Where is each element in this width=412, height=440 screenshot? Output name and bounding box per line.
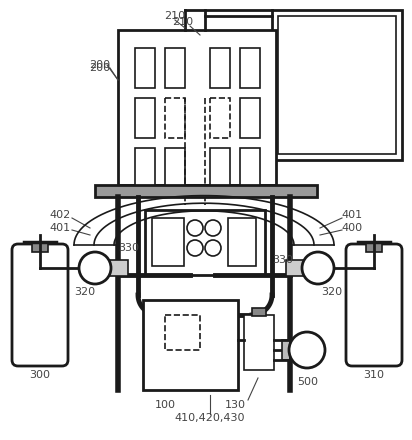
Text: 200: 200: [89, 63, 110, 73]
Text: 210: 210: [164, 11, 185, 21]
Text: 310: 310: [363, 370, 384, 380]
Bar: [286, 260, 306, 276]
Circle shape: [187, 220, 203, 236]
Bar: [210, 98, 230, 138]
Text: 320: 320: [321, 287, 342, 297]
Circle shape: [302, 252, 334, 284]
Bar: [135, 48, 155, 88]
Circle shape: [187, 240, 203, 256]
Bar: [108, 260, 128, 276]
Text: 210: 210: [173, 17, 194, 27]
Bar: [135, 148, 155, 188]
Bar: [143, 300, 238, 390]
Bar: [272, 10, 402, 160]
Circle shape: [205, 220, 221, 236]
Text: 402: 402: [49, 210, 70, 220]
Bar: [228, 218, 256, 266]
Bar: [252, 308, 266, 316]
FancyBboxPatch shape: [346, 244, 402, 366]
Bar: [135, 98, 155, 138]
FancyBboxPatch shape: [12, 244, 68, 366]
Bar: [210, 48, 230, 88]
Text: 320: 320: [75, 287, 96, 297]
Text: 410,420,430: 410,420,430: [175, 413, 245, 423]
Bar: [210, 148, 230, 188]
Bar: [145, 210, 265, 275]
Text: 100: 100: [154, 400, 176, 410]
Text: 401: 401: [49, 223, 70, 233]
Text: 330: 330: [272, 255, 293, 265]
Text: 200: 200: [89, 60, 110, 70]
Circle shape: [205, 240, 221, 256]
Bar: [95, 185, 317, 197]
Bar: [366, 242, 382, 252]
Bar: [278, 16, 396, 154]
Bar: [32, 242, 48, 252]
Text: 130: 130: [225, 400, 246, 410]
Bar: [282, 340, 290, 360]
Bar: [240, 98, 260, 138]
Bar: [240, 48, 260, 88]
Text: 300: 300: [30, 370, 51, 380]
Text: 400: 400: [342, 223, 363, 233]
Circle shape: [289, 332, 325, 368]
Bar: [165, 98, 185, 138]
Circle shape: [79, 252, 111, 284]
Bar: [165, 148, 185, 188]
Bar: [240, 148, 260, 188]
Bar: [165, 48, 185, 88]
Text: 401: 401: [342, 210, 363, 220]
Bar: [165, 315, 200, 350]
Bar: [152, 218, 184, 266]
Bar: [118, 30, 276, 185]
Bar: [244, 315, 274, 370]
Text: 330: 330: [118, 243, 139, 253]
Text: 500: 500: [297, 377, 318, 387]
